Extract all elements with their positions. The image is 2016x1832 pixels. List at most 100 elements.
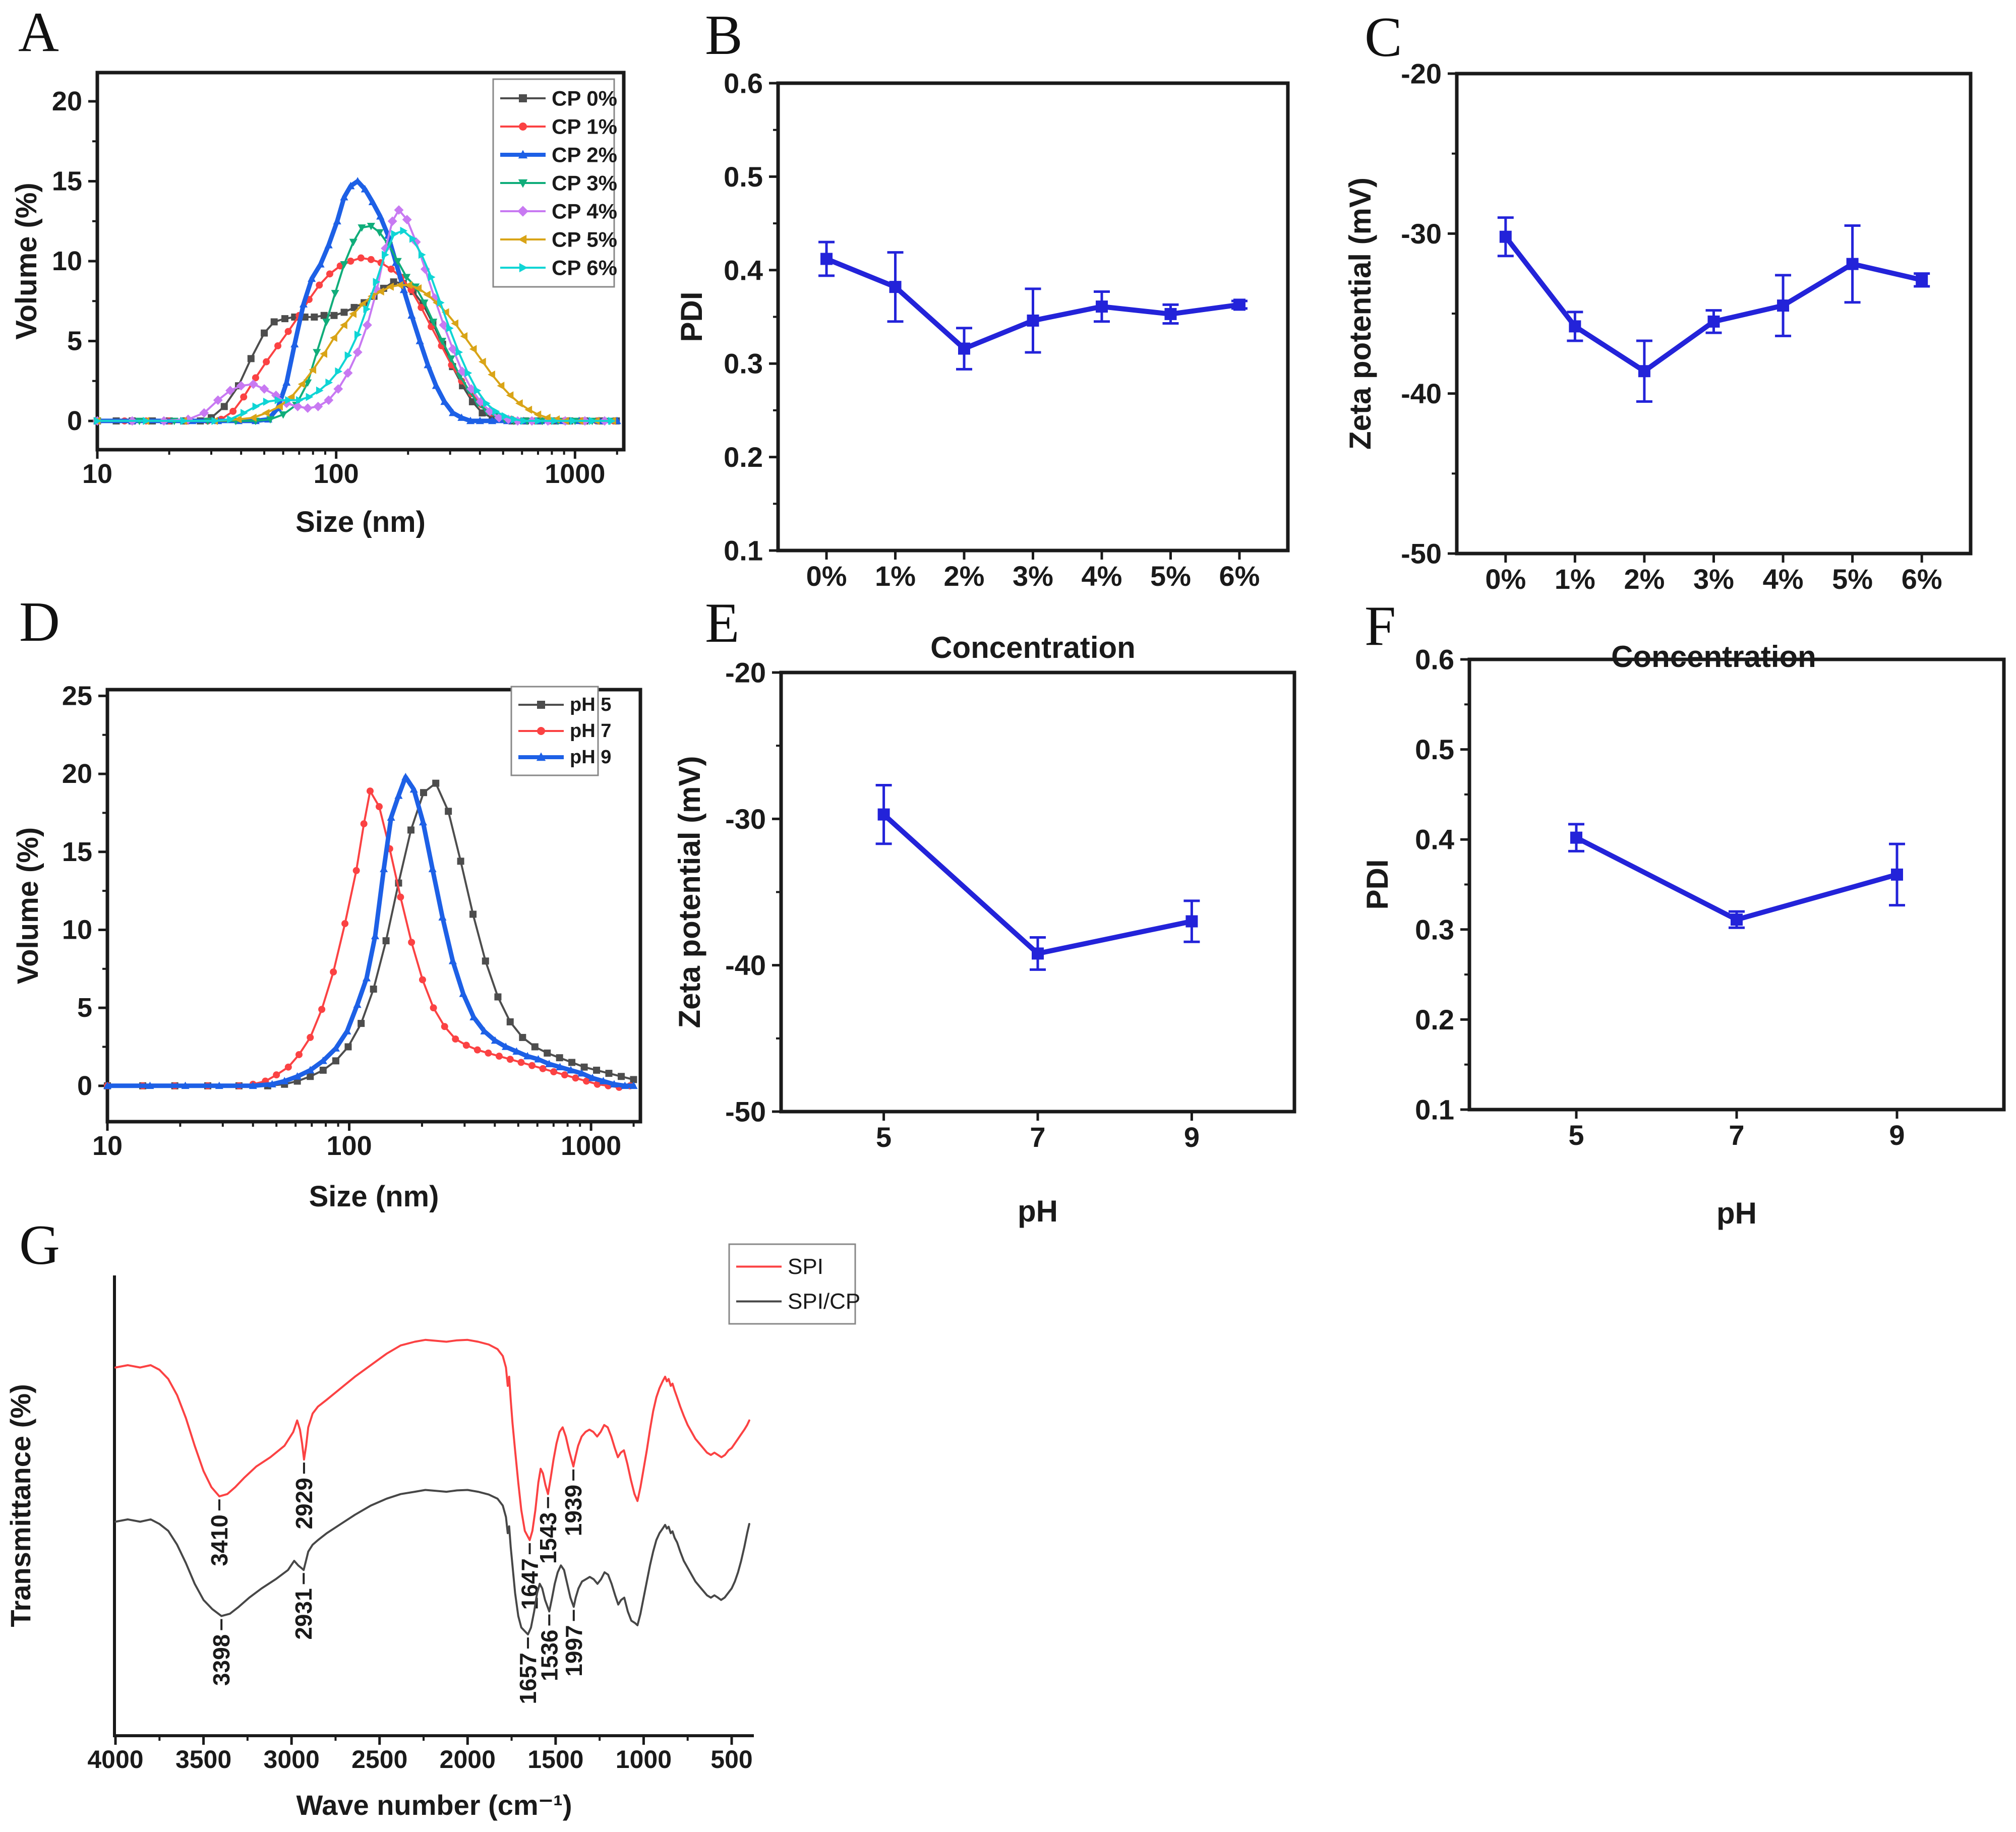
series-group <box>103 772 638 1091</box>
y-tick-label: -50 <box>1401 538 1442 570</box>
triup-marker <box>488 416 497 424</box>
square-marker <box>1777 299 1790 312</box>
trileft-marker <box>524 405 532 414</box>
square-marker <box>605 1070 613 1077</box>
square-marker <box>432 779 440 787</box>
triup-marker <box>371 932 380 940</box>
trileft-marker <box>340 321 347 329</box>
triup-marker <box>523 1052 532 1060</box>
y-axis-title: PDI <box>675 291 708 342</box>
triup-marker <box>268 1080 276 1088</box>
diamond-marker <box>199 408 209 418</box>
legend-label: CP 4% <box>552 200 617 223</box>
trileft-marker <box>262 409 270 417</box>
legend-item-ph-7: pH 7 <box>518 720 611 742</box>
trileft-marker <box>386 282 394 291</box>
x-tick-label: 7 <box>1729 1119 1744 1151</box>
circle-marker <box>485 1049 492 1057</box>
triup-marker <box>480 1027 489 1034</box>
tridown-marker <box>313 349 321 357</box>
square-marker <box>519 1033 526 1041</box>
triright-marker <box>306 393 314 401</box>
circle-marker <box>307 1033 314 1041</box>
circle-marker <box>517 1059 525 1066</box>
trileft-marker <box>404 281 412 289</box>
panel-label-C: C <box>1365 6 1402 69</box>
circle-marker <box>528 1062 536 1069</box>
circle-marker <box>473 1046 481 1054</box>
triright-marker <box>473 386 482 395</box>
triright-marker <box>285 396 293 404</box>
y-tick-label: 20 <box>62 759 92 789</box>
triup-marker <box>610 1080 618 1088</box>
triright-marker <box>94 416 102 425</box>
x-tick-label: 2500 <box>351 1745 407 1774</box>
y-tick-label: 15 <box>52 166 82 197</box>
diamond-marker <box>225 386 235 396</box>
diamond-marker <box>343 368 353 378</box>
series-cp-6pct <box>94 226 616 425</box>
triup-marker <box>368 198 377 206</box>
square-marker <box>1638 365 1650 378</box>
legend-label: SPI <box>788 1254 823 1279</box>
y-tick-label: -30 <box>1401 218 1442 250</box>
square-marker <box>556 1054 563 1062</box>
trileft-marker <box>423 290 431 299</box>
y-tick-label: 0 <box>67 406 82 436</box>
square-marker <box>820 253 833 265</box>
x-tick-label: 9 <box>1184 1121 1200 1153</box>
peak-annotation-1536: 1536 <box>536 1629 562 1681</box>
trileft-marker <box>414 284 422 292</box>
square-marker <box>1185 915 1198 928</box>
x-tick-label: 1% <box>875 560 916 592</box>
square-marker <box>1233 298 1246 311</box>
triup-marker <box>282 378 291 386</box>
square-marker <box>1846 258 1859 270</box>
legend-label: CP 1% <box>552 115 617 139</box>
y-tick-label: 0.2 <box>724 441 763 473</box>
circle-marker <box>284 1063 292 1071</box>
triright-marker <box>252 402 260 411</box>
square-marker <box>382 937 390 945</box>
legend-label: SPI/CP <box>788 1289 860 1314</box>
triup-marker <box>501 1043 510 1050</box>
y-tick-label: -20 <box>725 657 766 689</box>
circle-marker <box>318 1006 326 1013</box>
square-marker <box>593 1066 601 1074</box>
triup-marker <box>290 340 299 348</box>
x-tick-label: 10 <box>82 459 112 489</box>
square-marker <box>889 281 902 293</box>
square-marker <box>1027 314 1039 327</box>
peak-annotation-1647: 1647 <box>517 1558 543 1610</box>
triright-marker <box>464 369 472 377</box>
y-tick-label: 0.6 <box>1415 644 1454 676</box>
x-tick-label: 3000 <box>264 1745 320 1774</box>
triup-marker <box>103 1081 112 1089</box>
legend-label: pH 7 <box>570 720 611 742</box>
x-axis-title: Wave number (cm⁻¹) <box>296 1789 572 1821</box>
legend-label: CP 2% <box>552 143 617 167</box>
legend-label: CP 3% <box>552 171 617 195</box>
triup-marker <box>299 300 308 308</box>
peak-annotation-1543: 1543 <box>535 1512 561 1564</box>
square-marker <box>468 398 476 405</box>
series-zeta-potential <box>1497 216 1930 403</box>
triright-marker <box>400 226 408 235</box>
triright-marker <box>382 251 389 259</box>
triright-marker <box>263 397 271 406</box>
trileft-marker <box>441 308 449 317</box>
axis-ticks: 0 5 10 15 20 10 100 1000 <box>52 86 618 489</box>
chart-B: 0.1 0.2 0.3 0.4 0.5 0.6 0% 1% 2% 3% 4% 5% 6% Concentr… <box>675 68 1290 664</box>
y-tick-label: 5 <box>67 326 82 356</box>
axis-ticks: 0 5 10 15 20 25 10 100 1000 <box>62 681 635 1161</box>
series-group <box>1497 216 1930 403</box>
triright-marker <box>373 278 381 286</box>
circle-marker <box>274 342 282 349</box>
square-marker <box>1095 300 1108 313</box>
legend-item-cp-2pct: CP 2% <box>500 143 617 167</box>
square-marker <box>358 1020 365 1027</box>
trileft-marker <box>543 413 551 422</box>
triright-marker <box>446 324 454 333</box>
tridown-marker <box>349 238 358 247</box>
